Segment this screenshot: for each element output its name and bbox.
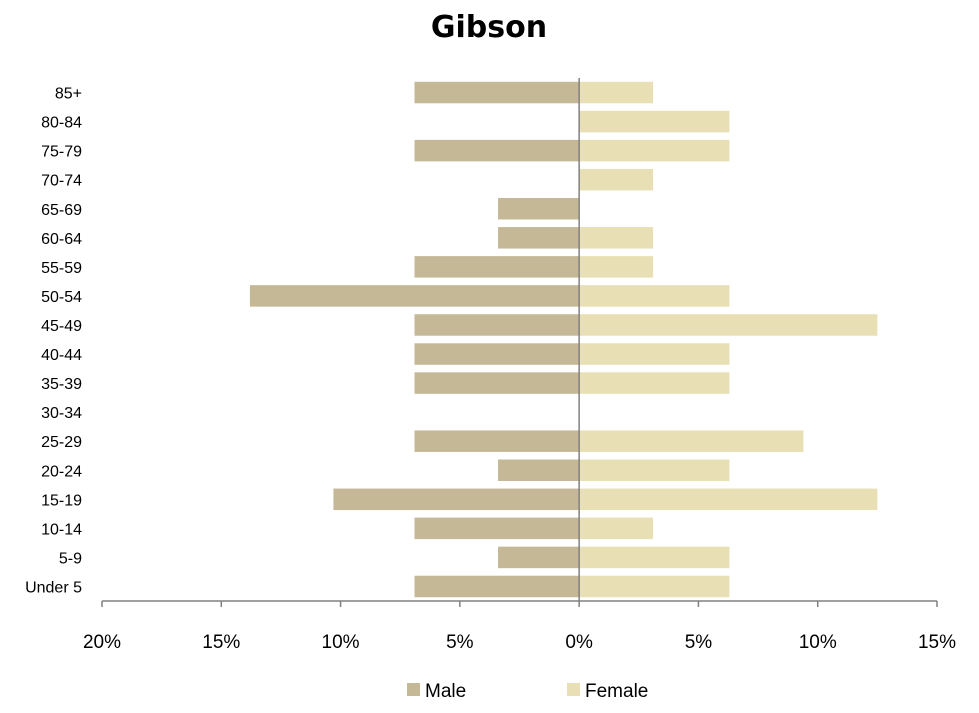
category-label: 85+ [55,86,82,103]
category-label: 20-24 [41,463,82,480]
category-label: 50-54 [41,289,82,306]
legend-swatch-male [407,683,420,696]
x-tick-label: 10% [322,632,360,653]
bar-female-70-74 [579,168,654,191]
bar-female-75-79 [579,139,730,162]
bar-female-10-14 [579,517,654,540]
bar-male-55-59 [414,256,580,278]
bar-male-65-69 [498,197,580,220]
bar-male-50-54 [249,285,580,307]
category-label: 75-79 [41,144,82,161]
category-label: 45-49 [41,318,82,335]
bar-male-25-29 [414,430,580,452]
x-tick-label: 5% [446,632,474,653]
category-label: 70-74 [41,173,82,190]
bar-male-under-5 [414,575,580,598]
category-label: 30-34 [41,405,82,422]
bar-female-15-19 [579,488,878,511]
legend-label-male: Male [425,681,466,702]
bar-female-5-9 [579,546,730,569]
bar-female-45-49 [579,314,878,336]
bar-male-15-19 [333,488,580,511]
category-label: 25-29 [41,434,82,451]
category-label: 5-9 [59,550,82,567]
category-label: 80-84 [41,115,82,132]
category-label: 40-44 [41,347,82,364]
x-axis: 20% 15% 10% 5% 0% 5% 10% 15% [83,78,956,653]
x-tick-label: 15% [918,632,956,653]
category-label: Under 5 [25,579,82,596]
bar-female-85 [579,81,654,104]
bar-female-20-24 [579,459,730,482]
legend: Male Female [407,681,648,702]
bar-male-60-64 [498,227,580,249]
bar-male-35-39 [414,372,580,394]
x-tick-label: 5% [685,632,713,653]
x-tick-label: 0% [565,632,593,653]
bar-female-35-39 [579,372,730,394]
category-label: 60-64 [41,231,82,248]
bar-female-25-29 [579,430,804,452]
legend-swatch-female [567,683,580,696]
bar-male-10-14 [414,517,580,540]
bar-female-80-84 [579,110,730,133]
category-label: 65-69 [41,202,82,219]
bar-female-under-5 [579,575,730,598]
category-labels: 85+ 80-84 75-79 70-74 65-69 60-64 55-59 50-54 45… [25,86,82,597]
bar-female-60-64 [579,227,654,249]
chart-title: Gibson [431,10,547,45]
bar-male-40-44 [414,343,580,365]
category-label: 35-39 [41,376,82,393]
bar-male-5-9 [498,546,580,569]
category-label: 15-19 [41,492,82,509]
x-tick-label: 10% [799,632,837,653]
bar-male-20-24 [498,459,580,482]
bar-female-55-59 [579,256,654,278]
x-tick-label: 20% [83,632,121,653]
category-label: 55-59 [41,260,82,277]
bar-male-85 [414,81,580,104]
bars-group [249,81,878,598]
bar-female-40-44 [579,343,730,365]
bar-male-75-79 [414,139,580,162]
legend-label-female: Female [585,681,648,702]
bar-male-45-49 [414,314,580,336]
category-label: 10-14 [41,521,82,538]
bar-female-50-54 [579,285,730,307]
x-tick-label: 15% [202,632,240,653]
